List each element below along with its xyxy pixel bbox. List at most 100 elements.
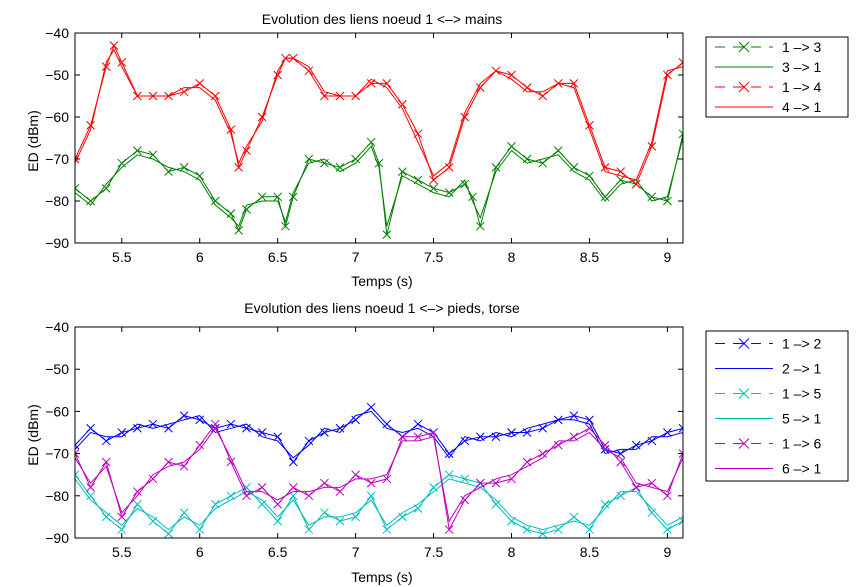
data-point (86, 423, 95, 433)
data-point-stroke-b (631, 483, 641, 492)
data-point (86, 483, 95, 492)
legend-marker (738, 338, 750, 349)
data-point (678, 423, 683, 433)
data-point-stroke-b (351, 415, 360, 425)
data-point-stroke-b (304, 525, 314, 534)
data-point-stroke-b (444, 525, 454, 534)
data-point (585, 525, 594, 534)
data-point-stroke-b (234, 226, 244, 235)
data-point-stroke-b (117, 512, 127, 522)
data-point (304, 66, 314, 76)
data-point (320, 428, 329, 437)
data-point (647, 478, 657, 488)
data-point (288, 457, 298, 467)
data-point (538, 423, 548, 433)
data-point (444, 163, 454, 172)
data-point-stroke-b (179, 163, 189, 172)
data-point-stroke-b (678, 133, 683, 139)
data-point-stroke-b (413, 504, 423, 513)
data-point-stroke-b (491, 432, 501, 442)
data-point (288, 192, 298, 202)
series-1-6 (75, 419, 683, 534)
data-point-stroke-b (273, 516, 283, 526)
data-point-stroke-b (281, 221, 290, 231)
chart-mains: Evolution des liens noeud 1 <–> mains Te… (25, 11, 849, 289)
data-point (148, 474, 158, 484)
data-point-stroke-b (569, 432, 579, 442)
data-point-stroke-b (101, 184, 111, 193)
data-point (382, 419, 392, 429)
data-point (257, 483, 267, 492)
data-point-stroke-b (444, 188, 454, 197)
data-point (273, 192, 283, 202)
data-point (101, 62, 111, 71)
legend-item: 1 –> 4 (715, 79, 822, 95)
data-point-stroke-b (460, 179, 470, 189)
data-point-stroke-b (553, 440, 563, 450)
data-point (195, 79, 205, 88)
data-point (273, 499, 283, 509)
data-point-stroke-b (569, 411, 579, 420)
data-point (366, 402, 376, 412)
data-point-stroke-b (491, 478, 501, 488)
legend-label: 1 –> 4 (782, 79, 822, 95)
data-point-stroke-b (647, 436, 657, 446)
data-point-stroke-b (351, 154, 360, 164)
legend-label: 1 –> 6 (782, 436, 822, 452)
data-point-stroke-b (663, 428, 672, 437)
data-point-stroke-b (647, 478, 657, 488)
data-point-stroke-b (585, 121, 594, 130)
data-point (288, 483, 298, 492)
data-point-stroke-b (678, 427, 683, 433)
data-point-stroke-b (538, 449, 548, 458)
data-point-stroke-b (382, 474, 392, 484)
legend-marker-stroke-b (738, 438, 750, 449)
data-point-stroke-b (600, 163, 610, 172)
data-point-stroke-b (288, 483, 298, 492)
data-point (663, 196, 672, 206)
series-layer (75, 402, 683, 538)
data-point (600, 440, 610, 450)
y-tick-label: −90 (45, 235, 69, 251)
x-tick-label: 9 (664, 249, 672, 265)
series-line (75, 48, 683, 181)
data-point-stroke-b (507, 142, 516, 151)
data-point (101, 436, 111, 446)
legend-label: 4 –> 1 (782, 99, 822, 115)
data-point (234, 163, 244, 172)
data-point (366, 478, 376, 488)
data-point-stroke-b (133, 499, 142, 509)
data-point-stroke-b (288, 457, 298, 467)
y-tick-label: −60 (45, 109, 69, 125)
legend: 1 –> 3 3 –> 1 1 –> 4 4 –> 1 (705, 36, 849, 118)
legend: 1 –> 2 2 –> 1 1 –> 5 5 –> 1 1 –> 6 6 –> 1 (705, 330, 849, 482)
data-point-stroke-b (164, 457, 173, 467)
data-point (413, 432, 423, 442)
legend-label: 6 –> 1 (782, 461, 822, 477)
legend-marker-stroke-b (738, 338, 750, 349)
x-tick-label: 7.5 (424, 544, 444, 560)
data-point-stroke-b (226, 125, 236, 134)
data-point-stroke-b (366, 137, 376, 147)
data-point (616, 167, 625, 176)
chart-title: Evolution des liens noeud 1 <–> pieds, t… (244, 300, 520, 316)
data-point (366, 137, 376, 147)
data-point-stroke-b (320, 478, 329, 488)
data-point-stroke-b (335, 487, 345, 496)
data-point-stroke-b (569, 79, 579, 88)
data-point-stroke-b (133, 423, 142, 433)
data-point (257, 192, 267, 202)
data-point (538, 449, 548, 458)
data-point (522, 525, 532, 534)
series-5-1 (75, 478, 683, 531)
data-point (179, 411, 189, 420)
data-point-stroke-b (631, 440, 641, 450)
data-point-stroke-b (179, 411, 189, 420)
data-point-stroke-b (398, 167, 407, 176)
data-point (281, 221, 290, 231)
data-point-stroke-b (86, 491, 95, 501)
series-line (75, 137, 683, 228)
data-point (117, 525, 127, 534)
x-tick-label: 7 (352, 544, 360, 560)
data-point-stroke-b (133, 487, 142, 496)
